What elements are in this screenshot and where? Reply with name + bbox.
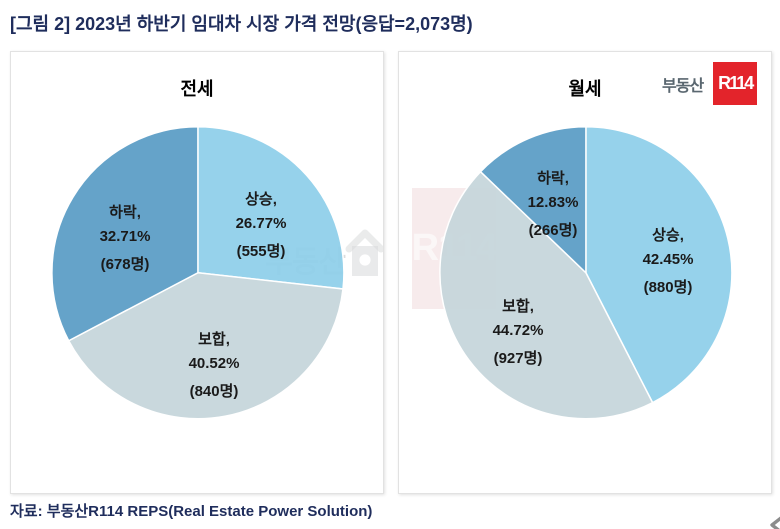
svg-text:42.45%: 42.45% <box>643 251 694 268</box>
svg-text:(840명): (840명) <box>190 382 239 400</box>
svg-text:40.52%: 40.52% <box>189 355 240 372</box>
svg-text:32.71%: 32.71% <box>100 228 151 245</box>
svg-text:(880명): (880명) <box>644 278 693 296</box>
svg-text:보합,: 보합, <box>198 331 230 348</box>
svg-text:(927명): (927명) <box>494 349 543 367</box>
svg-text:상승,: 상승, <box>245 191 277 208</box>
svg-text:12.83%: 12.83% <box>528 194 579 211</box>
svg-text:보합,: 보합, <box>502 298 534 315</box>
svg-text:26.77%: 26.77% <box>236 215 287 232</box>
svg-text:(555명): (555명) <box>237 242 286 260</box>
svg-text:하락,: 하락, <box>537 169 569 187</box>
svg-text:상승,: 상승, <box>652 227 684 244</box>
svg-text:하락,: 하락, <box>109 203 141 221</box>
svg-text:(678명): (678명) <box>101 255 150 273</box>
svg-text:44.72%: 44.72% <box>493 322 544 339</box>
svg-text:(266명): (266명) <box>529 221 578 239</box>
